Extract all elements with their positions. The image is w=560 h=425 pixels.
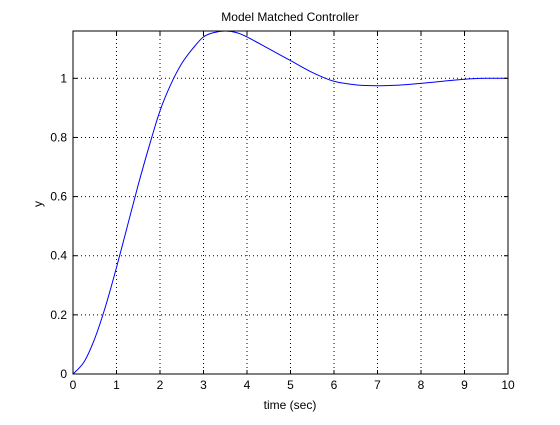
x-axis-label: time (sec) [264, 398, 317, 412]
y-tick-label: 0.8 [50, 130, 67, 144]
x-tick-label: 5 [287, 378, 294, 392]
x-tick-label: 8 [418, 378, 425, 392]
plot-area [73, 31, 508, 374]
y-tick-label: 0 [60, 367, 67, 381]
tick-layer: 0 1 2 3 4 5 6 7 8 9 10 0 0.2 0.4 0.6 0.8 1 [50, 31, 515, 392]
x-tick-label: 6 [331, 378, 338, 392]
x-tick-label: 7 [374, 378, 381, 392]
y-tick-label: 0.4 [50, 249, 67, 263]
y-tick-label: 0.2 [50, 308, 67, 322]
x-tick-label: 3 [200, 378, 207, 392]
y-axis-label: y [31, 201, 45, 207]
x-tick-label: 10 [501, 378, 515, 392]
y-tick-label: 1 [60, 71, 67, 85]
x-tick-label: 4 [244, 378, 251, 392]
x-tick-label: 2 [157, 378, 164, 392]
x-tick-label: 0 [70, 378, 77, 392]
y-tick-label: 0.6 [50, 190, 67, 204]
x-tick-label: 1 [113, 378, 120, 392]
grid-layer [73, 31, 508, 374]
chart-title: Model Matched Controller [221, 10, 358, 24]
x-tick-label: 9 [461, 378, 468, 392]
